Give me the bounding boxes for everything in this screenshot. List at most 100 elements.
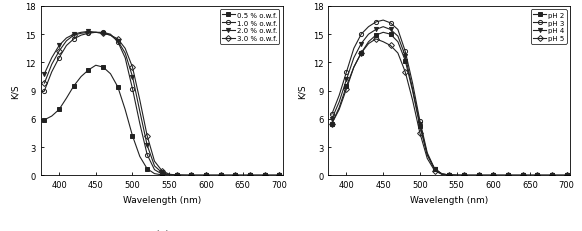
pH 2 bbox=[512, 174, 519, 177]
0.5 % o.w.f. bbox=[188, 174, 195, 177]
1.0 % o.w.f. bbox=[246, 174, 253, 177]
3.0 % o.w.f. bbox=[41, 82, 48, 85]
pH 2 bbox=[460, 174, 467, 177]
pH 2 bbox=[395, 41, 402, 44]
Line: pH 5: pH 5 bbox=[330, 38, 569, 178]
0.5 % o.w.f. bbox=[77, 76, 84, 79]
1.0 % o.w.f. bbox=[268, 174, 275, 177]
pH 5 bbox=[527, 174, 534, 177]
pH 2 bbox=[505, 174, 512, 177]
0.5 % o.w.f. bbox=[232, 174, 239, 177]
1.0 % o.w.f. bbox=[77, 35, 84, 37]
Line: pH 4: pH 4 bbox=[330, 25, 569, 178]
1.0 % o.w.f. bbox=[158, 173, 165, 176]
pH 5 bbox=[556, 174, 563, 177]
pH 4 bbox=[438, 173, 445, 176]
pH 2 bbox=[402, 60, 409, 63]
pH 5 bbox=[409, 99, 416, 102]
3.0 % o.w.f. bbox=[254, 174, 261, 177]
pH 5 bbox=[438, 173, 445, 176]
2.0 % o.w.f. bbox=[217, 174, 224, 177]
pH 2 bbox=[534, 174, 541, 177]
2.0 % o.w.f. bbox=[254, 174, 261, 177]
pH 5 bbox=[453, 174, 460, 177]
pH 4 bbox=[490, 174, 497, 177]
pH 5 bbox=[490, 174, 497, 177]
2.0 % o.w.f. bbox=[268, 174, 275, 177]
pH 5 bbox=[395, 52, 402, 55]
pH 5 bbox=[424, 157, 431, 160]
3.0 % o.w.f. bbox=[122, 48, 129, 51]
0.5 % o.w.f. bbox=[261, 174, 268, 177]
0.5 % o.w.f. bbox=[48, 115, 55, 118]
0.5 % o.w.f. bbox=[225, 174, 232, 177]
pH 2 bbox=[453, 174, 460, 177]
pH 2 bbox=[372, 35, 379, 37]
2.0 % o.w.f. bbox=[173, 174, 180, 177]
pH 4 bbox=[365, 34, 372, 36]
pH 2 bbox=[350, 67, 357, 69]
0.5 % o.w.f. bbox=[268, 174, 275, 177]
pH 3 bbox=[328, 113, 335, 116]
2.0 % o.w.f. bbox=[70, 34, 77, 36]
2.0 % o.w.f. bbox=[100, 33, 107, 36]
Text: (b): (b) bbox=[441, 230, 457, 231]
3.0 % o.w.f. bbox=[48, 64, 55, 66]
pH 2 bbox=[424, 154, 431, 156]
1.0 % o.w.f. bbox=[180, 174, 187, 177]
0.5 % o.w.f. bbox=[239, 174, 246, 177]
pH 3 bbox=[527, 174, 534, 177]
Line: 2.0 % o.w.f.: 2.0 % o.w.f. bbox=[42, 30, 281, 178]
0.5 % o.w.f. bbox=[107, 73, 114, 76]
pH 2 bbox=[497, 174, 504, 177]
0.5 % o.w.f. bbox=[246, 174, 253, 177]
pH 4 bbox=[409, 88, 416, 91]
1.0 % o.w.f. bbox=[63, 45, 70, 48]
pH 4 bbox=[527, 174, 534, 177]
pH 3 bbox=[505, 174, 512, 177]
pH 4 bbox=[350, 57, 357, 60]
pH 4 bbox=[446, 174, 453, 177]
pH 3 bbox=[402, 51, 409, 53]
pH 2 bbox=[438, 173, 445, 176]
pH 4 bbox=[395, 36, 402, 38]
pH 5 bbox=[416, 132, 423, 135]
1.0 % o.w.f. bbox=[70, 38, 77, 41]
2.0 % o.w.f. bbox=[246, 174, 253, 177]
3.0 % o.w.f. bbox=[195, 174, 202, 177]
pH 3 bbox=[541, 174, 548, 177]
0.5 % o.w.f. bbox=[41, 119, 48, 122]
pH 3 bbox=[379, 20, 386, 22]
3.0 % o.w.f. bbox=[180, 174, 187, 177]
0.5 % o.w.f. bbox=[144, 168, 151, 170]
1.0 % o.w.f. bbox=[85, 33, 92, 36]
2.0 % o.w.f. bbox=[63, 37, 70, 40]
2.0 % o.w.f. bbox=[232, 174, 239, 177]
3.0 % o.w.f. bbox=[261, 174, 268, 177]
1.0 % o.w.f. bbox=[225, 174, 232, 177]
pH 5 bbox=[519, 174, 526, 177]
3.0 % o.w.f. bbox=[114, 38, 121, 41]
1.0 % o.w.f. bbox=[41, 90, 48, 93]
0.5 % o.w.f. bbox=[276, 174, 283, 177]
0.5 % o.w.f. bbox=[63, 97, 70, 100]
pH 2 bbox=[387, 34, 394, 36]
1.0 % o.w.f. bbox=[93, 32, 100, 35]
2.0 % o.w.f. bbox=[210, 174, 217, 177]
3.0 % o.w.f. bbox=[246, 174, 253, 177]
pH 3 bbox=[446, 174, 453, 176]
pH 2 bbox=[527, 174, 534, 177]
pH 5 bbox=[343, 88, 350, 91]
3.0 % o.w.f. bbox=[158, 170, 165, 172]
Legend: pH 2, pH 3, pH 4, pH 5: pH 2, pH 3, pH 4, pH 5 bbox=[531, 10, 567, 44]
2.0 % o.w.f. bbox=[144, 144, 151, 147]
pH 2 bbox=[416, 125, 423, 128]
2.0 % o.w.f. bbox=[93, 32, 100, 35]
0.5 % o.w.f. bbox=[195, 174, 202, 177]
pH 4 bbox=[453, 174, 460, 177]
2.0 % o.w.f. bbox=[203, 174, 210, 177]
2.0 % o.w.f. bbox=[122, 52, 129, 55]
pH 3 bbox=[460, 174, 467, 177]
pH 3 bbox=[409, 82, 416, 85]
pH 2 bbox=[468, 174, 475, 177]
